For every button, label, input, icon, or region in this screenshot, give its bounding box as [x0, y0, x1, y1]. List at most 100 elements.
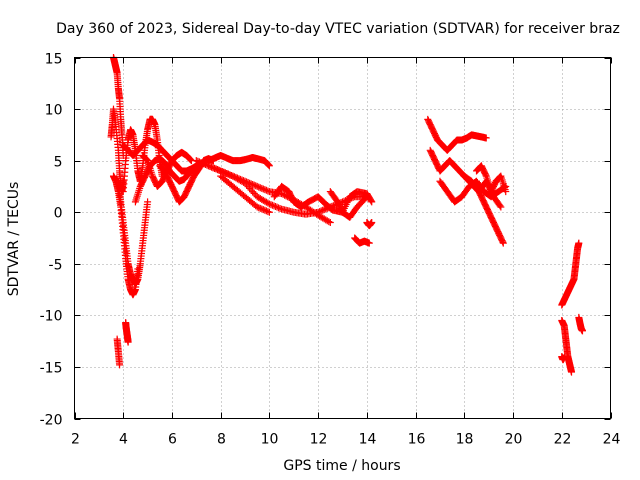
data-point — [276, 204, 284, 212]
x-tick-label: 22 — [554, 432, 572, 448]
data-point — [578, 327, 586, 335]
series-arc-16 — [270, 182, 376, 216]
data-point — [314, 208, 322, 216]
data-point — [363, 193, 371, 201]
data-point — [250, 189, 258, 197]
data-point — [200, 160, 208, 168]
data-point — [250, 181, 258, 189]
data-point — [227, 171, 235, 179]
series-arc-11 — [139, 148, 195, 190]
data-point — [124, 338, 132, 346]
data-point — [256, 204, 264, 212]
axis-ticks — [74, 57, 612, 420]
data-point — [264, 208, 272, 216]
data-point — [259, 206, 267, 214]
data-point — [256, 184, 264, 192]
data-point — [265, 208, 273, 216]
series-arc-21 — [426, 146, 507, 247]
data-point — [224, 170, 232, 178]
data-point — [255, 183, 263, 191]
data-point — [253, 182, 261, 190]
data-point — [205, 162, 212, 170]
data-point — [281, 191, 289, 199]
data-point — [265, 200, 273, 208]
data-point — [316, 208, 324, 216]
data-point — [186, 155, 194, 163]
x-tick-label: 24 — [603, 432, 621, 448]
data-point — [575, 239, 583, 247]
y-tick-label: -20 — [40, 413, 63, 429]
data-point — [194, 157, 202, 165]
x-tick-label: 12 — [310, 432, 328, 448]
data-point — [253, 203, 261, 211]
data-point — [368, 198, 376, 206]
data-point — [214, 166, 222, 174]
y-tick-label: 0 — [54, 206, 63, 222]
data-point — [319, 206, 327, 214]
series-arc-15 — [217, 172, 273, 216]
data-point — [279, 190, 287, 198]
series-arc-6 — [122, 319, 132, 346]
data-point — [264, 161, 272, 169]
data-point — [252, 182, 260, 190]
data-point — [499, 239, 507, 247]
data-point — [246, 184, 254, 192]
data-point — [215, 166, 223, 174]
data-point — [203, 161, 211, 169]
data-point — [268, 201, 276, 209]
data-point — [223, 170, 231, 178]
y-tick-label: -10 — [40, 309, 63, 325]
data-point — [211, 164, 219, 172]
x-tick-label: 6 — [168, 432, 177, 448]
series-arc-18 — [351, 234, 373, 247]
series-arc-28 — [575, 313, 586, 335]
data-point — [116, 361, 124, 369]
x-tick-label: 18 — [456, 432, 474, 448]
x-tick-label: 2 — [71, 432, 80, 448]
data-point — [249, 180, 257, 188]
data-point — [258, 205, 266, 213]
data-point — [259, 185, 267, 193]
data-point — [187, 156, 195, 164]
data-point — [326, 219, 334, 227]
data-point — [195, 158, 203, 166]
data-point — [243, 181, 251, 189]
data-point — [482, 134, 490, 142]
chart-title: Day 360 of 2023, Sidereal Day-to-day VTE… — [56, 21, 620, 37]
data-point — [264, 187, 272, 195]
data-point — [258, 184, 266, 192]
data-point — [206, 162, 214, 170]
data-point — [262, 207, 270, 215]
data-point — [264, 199, 272, 207]
data-point — [272, 203, 279, 211]
x-tick-label: 14 — [359, 432, 377, 448]
y-axis-label: SDTVAR / TECUs — [6, 182, 22, 297]
series-arc-25 — [558, 239, 583, 309]
x-tick-label: 20 — [505, 432, 523, 448]
y-tick-label: 15 — [45, 52, 63, 68]
series-arc-4 — [114, 177, 152, 288]
series-arc-17 — [326, 188, 371, 221]
data-points — [107, 54, 586, 376]
data-point — [368, 219, 376, 227]
series-arc-20 — [424, 115, 490, 154]
data-point — [365, 239, 373, 247]
data-point — [201, 161, 209, 169]
data-point — [144, 198, 152, 206]
plot-frame — [74, 57, 611, 419]
data-point — [261, 206, 269, 214]
x-tick-label: 16 — [408, 432, 426, 448]
data-point — [568, 368, 576, 376]
data-point — [275, 204, 283, 212]
x-tick-label: 8 — [217, 432, 226, 448]
data-point — [273, 203, 281, 211]
data-point — [270, 202, 278, 210]
x-tick-label: 10 — [261, 432, 279, 448]
data-point — [244, 183, 252, 191]
y-tick-label: -15 — [40, 361, 63, 377]
x-axis-label: GPS time / hours — [283, 458, 400, 474]
data-point — [320, 206, 328, 214]
series-arc-5 — [113, 335, 124, 369]
y-tick-label: 5 — [54, 155, 63, 171]
